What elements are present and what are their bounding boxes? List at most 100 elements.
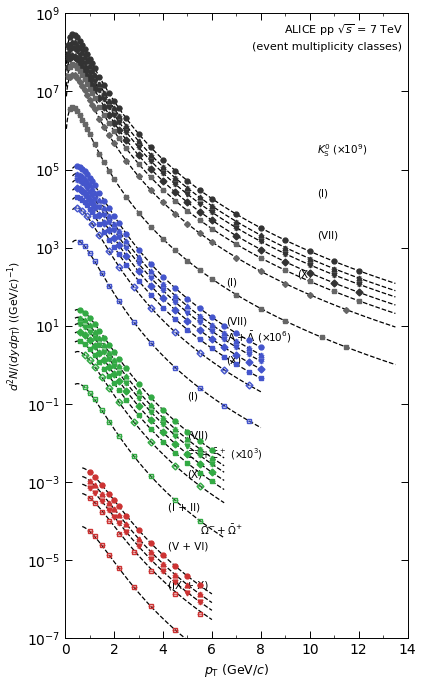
Bar: [149, 605, 153, 608]
Text: $\Xi^{-} + \bar{\Xi}^{\,+}$ ($\times\!10^{3}$): $\Xi^{-} + \bar{\Xi}^{\,+}$ ($\times\!10…: [187, 447, 263, 462]
Bar: [112, 121, 116, 125]
Bar: [117, 357, 121, 360]
Bar: [222, 404, 226, 408]
Bar: [92, 88, 97, 91]
Bar: [149, 146, 153, 149]
Bar: [90, 194, 94, 197]
Bar: [97, 329, 101, 332]
Bar: [90, 211, 94, 214]
Bar: [344, 308, 349, 312]
Bar: [66, 66, 70, 69]
Bar: [186, 311, 189, 314]
Bar: [83, 325, 87, 329]
Bar: [124, 263, 128, 266]
Bar: [90, 201, 94, 205]
Bar: [80, 57, 84, 60]
Bar: [308, 293, 312, 297]
Bar: [85, 215, 89, 219]
Bar: [198, 447, 202, 451]
Bar: [68, 108, 72, 111]
Bar: [78, 166, 82, 169]
Bar: [161, 158, 165, 161]
Bar: [235, 293, 238, 297]
Bar: [259, 307, 263, 310]
Bar: [85, 82, 89, 86]
Bar: [66, 51, 70, 55]
Bar: [88, 530, 92, 533]
Bar: [198, 232, 202, 235]
Bar: [186, 430, 189, 434]
Bar: [137, 528, 141, 532]
Bar: [259, 240, 263, 243]
Bar: [210, 462, 214, 466]
Bar: [83, 311, 87, 314]
Bar: [76, 178, 79, 182]
Bar: [186, 179, 189, 182]
Bar: [88, 176, 92, 179]
Bar: [97, 75, 101, 79]
Bar: [137, 545, 141, 548]
Bar: [102, 213, 106, 216]
Bar: [76, 36, 79, 39]
Bar: [332, 273, 336, 277]
Bar: [132, 286, 135, 289]
Bar: [149, 475, 153, 478]
Bar: [124, 195, 128, 199]
Bar: [80, 189, 84, 192]
Bar: [70, 33, 74, 36]
Bar: [124, 117, 128, 120]
Bar: [92, 345, 97, 348]
Bar: [107, 509, 111, 512]
Bar: [102, 97, 106, 101]
Bar: [173, 573, 177, 577]
Bar: [102, 84, 106, 87]
Bar: [90, 179, 94, 183]
Bar: [88, 190, 92, 193]
Bar: [222, 369, 226, 372]
Text: (I + II): (I + II): [168, 503, 200, 512]
Bar: [222, 346, 226, 349]
Bar: [112, 364, 116, 368]
Bar: [112, 236, 116, 240]
Bar: [97, 117, 101, 121]
Bar: [161, 171, 165, 175]
Bar: [83, 342, 87, 346]
Bar: [117, 120, 121, 123]
Bar: [222, 324, 226, 327]
Bar: [68, 35, 72, 38]
Bar: [102, 125, 106, 129]
Bar: [66, 44, 70, 47]
Bar: [259, 377, 263, 380]
Bar: [100, 272, 104, 275]
Text: (VII): (VII): [227, 316, 248, 326]
Bar: [320, 336, 324, 339]
Bar: [161, 306, 165, 310]
Bar: [124, 159, 128, 162]
Bar: [124, 399, 128, 402]
Bar: [78, 240, 82, 243]
Bar: [88, 497, 92, 500]
Bar: [83, 353, 87, 357]
Bar: [117, 388, 121, 392]
Bar: [100, 492, 104, 495]
Bar: [137, 248, 141, 251]
Bar: [107, 169, 111, 173]
Bar: [92, 330, 97, 334]
Bar: [97, 89, 101, 92]
Bar: [70, 54, 74, 58]
Bar: [117, 505, 121, 508]
Bar: [357, 269, 361, 273]
Bar: [210, 204, 214, 208]
Bar: [173, 451, 177, 455]
Bar: [149, 276, 153, 279]
Bar: [186, 192, 189, 196]
Bar: [88, 87, 92, 90]
Bar: [78, 69, 82, 73]
Bar: [107, 238, 111, 241]
Bar: [149, 419, 153, 422]
Bar: [235, 345, 238, 349]
Bar: [357, 277, 361, 279]
Bar: [102, 91, 106, 95]
Bar: [124, 381, 128, 384]
Bar: [83, 245, 87, 248]
